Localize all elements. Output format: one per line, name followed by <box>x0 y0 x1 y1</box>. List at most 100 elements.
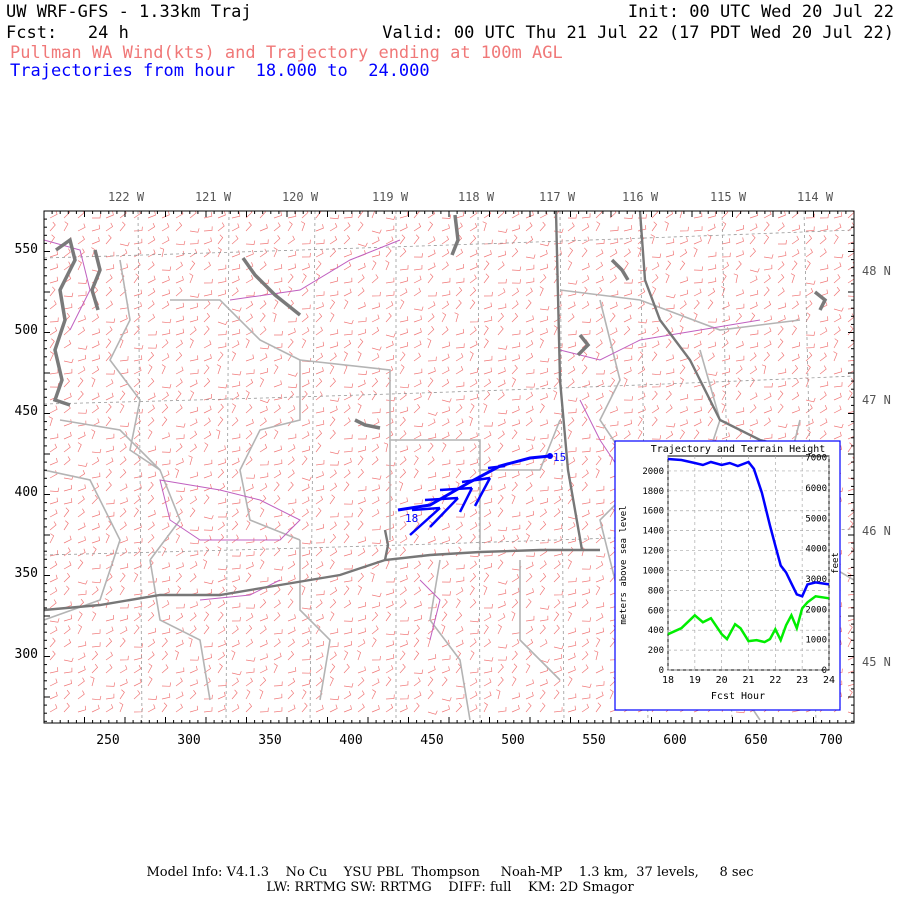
trajectory-path <box>397 454 551 512</box>
wind-barb <box>749 419 758 427</box>
wind-barb <box>567 301 576 310</box>
wind-barb <box>217 289 227 297</box>
wind-barb <box>259 312 266 323</box>
wind-barb <box>105 379 114 388</box>
wind-barb <box>189 430 198 440</box>
wind-barb <box>651 370 662 376</box>
wind-barb <box>413 572 421 583</box>
wind-barb <box>245 456 253 466</box>
wind-barb <box>385 225 395 232</box>
wind-barb <box>287 221 293 232</box>
wind-barb <box>91 429 96 440</box>
wind-barb <box>175 667 185 674</box>
wind-barb <box>525 598 532 609</box>
wind-barb <box>245 604 256 609</box>
lon-label: 117 W <box>539 190 576 204</box>
wind-barb <box>553 536 562 544</box>
wind-barb <box>147 534 155 544</box>
wind-barb <box>581 664 589 674</box>
wind-barb <box>581 318 592 323</box>
wind-barb <box>77 431 86 440</box>
wind-barb <box>371 689 377 700</box>
wind-barb <box>273 521 281 531</box>
wind-barb <box>133 624 140 635</box>
wind-barb <box>217 704 226 713</box>
wind-barb <box>484 603 493 609</box>
wind-barb <box>245 291 255 297</box>
wind-barb <box>665 430 674 440</box>
wind-barb <box>707 277 717 284</box>
wind-barb <box>49 211 58 219</box>
wind-barb <box>147 651 155 661</box>
wind-barb <box>777 338 784 349</box>
wind-barb <box>567 472 577 479</box>
wind-barb <box>273 469 282 479</box>
wind-barb <box>441 235 450 245</box>
wind-barb <box>385 312 392 323</box>
wind-barb <box>343 512 353 518</box>
wind-barb <box>441 398 452 403</box>
wind-barb <box>259 559 265 570</box>
wind-barb <box>356 650 362 661</box>
wind-barb <box>203 642 213 648</box>
wind-barb <box>259 239 269 245</box>
wind-barb <box>105 664 113 674</box>
wind-barb <box>539 274 547 284</box>
wind-barb <box>511 395 521 401</box>
wind-barb <box>231 689 238 700</box>
wind-barb <box>287 677 296 687</box>
wind-barb <box>357 403 362 414</box>
wind-barb <box>581 416 588 427</box>
wind-barb <box>553 590 563 596</box>
wind-barb <box>245 404 253 414</box>
wind-barb <box>91 448 102 454</box>
wind-barb <box>63 431 72 440</box>
wind-barb <box>371 250 381 258</box>
wind-barb <box>301 476 312 481</box>
wind-barb <box>273 445 282 453</box>
wind-barb <box>441 312 447 323</box>
wind-barb <box>441 341 451 349</box>
wind-barb <box>63 667 73 674</box>
wind-barb <box>581 617 592 622</box>
wind-barb <box>63 292 74 298</box>
wind-barb <box>357 536 366 544</box>
wind-barb <box>231 235 239 245</box>
wind-barb <box>665 260 672 271</box>
wind-barb <box>175 443 183 453</box>
wind-barb <box>679 226 689 232</box>
wind-barb <box>777 273 785 284</box>
wind-barb <box>567 408 577 414</box>
wind-barb <box>147 676 153 687</box>
wind-barb <box>595 613 604 622</box>
wind-barb <box>273 546 281 557</box>
wind-barb <box>623 419 632 427</box>
wind-barb <box>161 600 170 609</box>
wind-barb <box>833 307 844 312</box>
wind-barb <box>385 640 394 648</box>
wind-barb <box>567 222 575 232</box>
wind-barb <box>455 446 465 453</box>
wind-barb <box>49 521 57 531</box>
wind-barb <box>329 521 337 531</box>
wind-barb <box>343 469 351 479</box>
wind-barb <box>287 273 294 284</box>
wind-barb <box>273 429 279 440</box>
wind-barb <box>119 242 130 247</box>
wind-barb <box>273 481 280 492</box>
inset-y-right-tick-label: 4000 <box>805 545 827 555</box>
wind-barb <box>595 681 605 687</box>
wind-barb <box>259 326 267 336</box>
wind-barb <box>49 326 58 336</box>
wind-barb <box>119 585 125 596</box>
trajectory-range: Trajectories from hour 18.000 to 24.000 <box>10 61 430 81</box>
wind-barb <box>358 434 367 440</box>
wind-barb <box>525 222 533 232</box>
wind-barb <box>553 572 561 583</box>
wind-barb <box>581 693 591 700</box>
wind-barb <box>371 302 380 310</box>
wind-barb <box>595 485 605 492</box>
wind-barb <box>539 520 547 531</box>
wind-barb <box>721 418 730 427</box>
wind-barb <box>399 247 407 258</box>
